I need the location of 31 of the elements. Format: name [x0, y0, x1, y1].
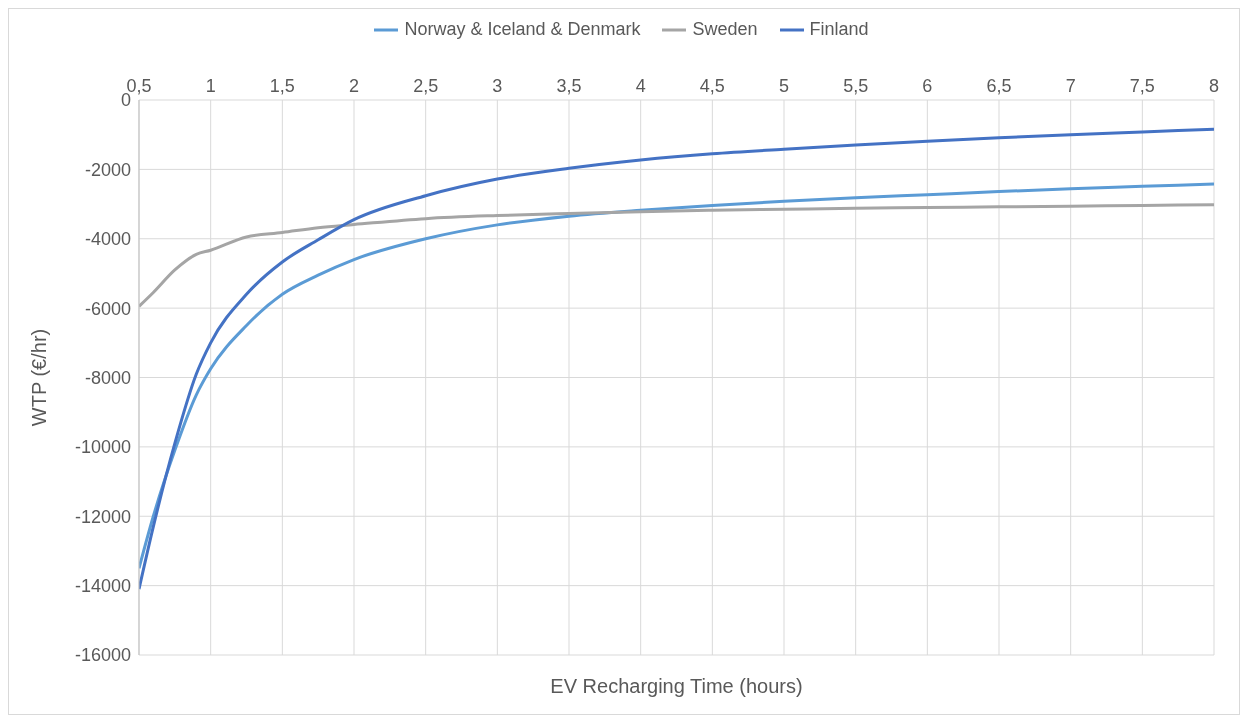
- legend-label: Sweden: [692, 19, 758, 40]
- legend-label: Finland: [809, 19, 869, 40]
- y-tick-label: -8000: [84, 367, 131, 388]
- y-tick-label: -10000: [74, 437, 131, 458]
- x-tick-label: 3: [492, 76, 503, 96]
- x-tick-label: 6: [922, 76, 933, 96]
- x-tick-label: 5,5: [843, 76, 869, 96]
- y-tick-label: -2000: [84, 159, 131, 180]
- x-tick-label: 4,5: [699, 76, 725, 96]
- line-series: [139, 203, 1214, 308]
- line-series: [139, 182, 1214, 570]
- y-tick-label: -6000: [84, 298, 131, 319]
- x-tick-label: 4: [635, 76, 646, 96]
- line-series: [139, 127, 1214, 591]
- x-tick-label: 7,5: [1129, 76, 1155, 96]
- y-tick-label: -12000: [74, 506, 131, 527]
- x-axis-title: EV Recharging Time (hours): [549, 675, 804, 698]
- x-tick-label: 7: [1065, 76, 1076, 96]
- y-tick-label: -16000: [74, 645, 131, 666]
- y-axis-title: WTP (€/hr): [28, 328, 51, 427]
- y-tick-label: -4000: [84, 229, 131, 250]
- x-tick-label: 8: [1208, 76, 1220, 96]
- x-tick-label: 2: [348, 76, 360, 96]
- y-tick-label: -14000: [74, 576, 131, 597]
- x-tick-label: 3,5: [556, 76, 582, 96]
- x-tick-label: 6,5: [986, 76, 1012, 96]
- x-tick-label: 1,5: [269, 76, 295, 96]
- x-tick-label: 2,5: [413, 76, 439, 96]
- legend-label: Norway & Iceland & Denmark: [404, 19, 641, 40]
- x-tick-label: 5: [778, 76, 790, 96]
- x-tick-label: 1: [205, 76, 216, 96]
